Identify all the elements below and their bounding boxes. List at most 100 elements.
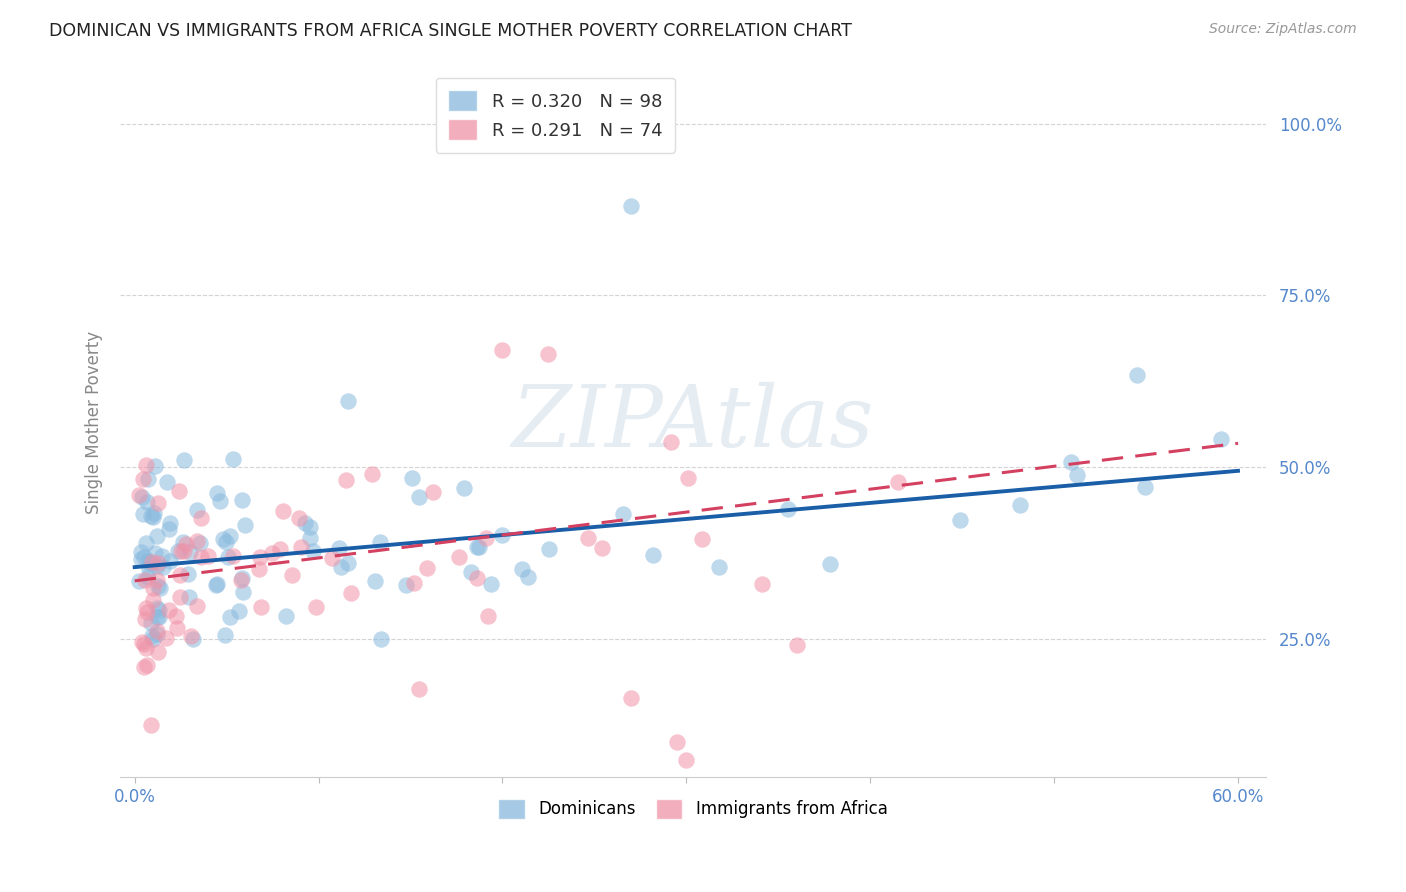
Point xyxy=(155,631,177,645)
Point xyxy=(336,557,359,571)
Point xyxy=(150,549,173,563)
Point xyxy=(751,577,773,591)
Point xyxy=(510,562,533,576)
Point xyxy=(148,610,170,624)
Point xyxy=(249,550,271,565)
Point xyxy=(148,496,170,510)
Point xyxy=(368,534,391,549)
Point xyxy=(146,579,169,593)
Point xyxy=(453,481,475,495)
Point xyxy=(188,536,211,550)
Point xyxy=(172,534,194,549)
Point xyxy=(290,541,312,555)
Point xyxy=(132,550,155,565)
Point xyxy=(134,573,156,587)
Point xyxy=(1010,498,1032,512)
Point xyxy=(169,590,191,604)
Point xyxy=(402,576,425,591)
Point xyxy=(321,551,343,566)
Point xyxy=(222,549,245,563)
Point xyxy=(148,602,170,616)
Point xyxy=(138,556,160,570)
Point xyxy=(146,627,169,641)
Point xyxy=(209,494,232,508)
Point xyxy=(139,508,162,523)
Point xyxy=(136,570,159,584)
Point xyxy=(142,506,165,520)
Point xyxy=(467,540,489,554)
Point xyxy=(138,554,160,568)
Point xyxy=(676,471,699,485)
Point xyxy=(298,519,321,533)
Point xyxy=(211,532,233,546)
Point xyxy=(479,577,502,591)
Point xyxy=(135,600,157,615)
Point xyxy=(131,490,153,504)
Point xyxy=(612,507,634,521)
Point xyxy=(1126,368,1149,382)
Point xyxy=(135,458,157,473)
Point xyxy=(139,615,162,630)
Point xyxy=(537,347,560,361)
Point xyxy=(146,610,169,624)
Point xyxy=(222,452,245,467)
Point xyxy=(215,534,238,549)
Point xyxy=(517,570,540,584)
Point xyxy=(301,544,323,558)
Point xyxy=(361,467,384,481)
Point xyxy=(142,632,165,647)
Point xyxy=(786,638,808,652)
Point xyxy=(260,546,283,560)
Point xyxy=(330,560,353,574)
Point xyxy=(339,586,361,600)
Point xyxy=(128,574,150,589)
Point xyxy=(707,560,730,574)
Point xyxy=(176,567,198,582)
Point xyxy=(205,577,228,591)
Point xyxy=(157,603,180,617)
Point xyxy=(217,549,239,564)
Point xyxy=(233,518,256,533)
Point xyxy=(491,528,513,542)
Point xyxy=(181,632,204,647)
Point xyxy=(135,605,157,619)
Point xyxy=(491,343,513,358)
Point xyxy=(1133,480,1156,494)
Point xyxy=(395,578,418,592)
Point xyxy=(143,546,166,560)
Point xyxy=(143,458,166,473)
Point xyxy=(659,435,682,450)
Point xyxy=(537,542,560,557)
Point xyxy=(271,504,294,518)
Point xyxy=(170,543,193,558)
Point xyxy=(174,537,197,551)
Point xyxy=(132,660,155,674)
Point xyxy=(335,473,357,487)
Point xyxy=(149,581,172,595)
Point xyxy=(370,632,392,647)
Point xyxy=(281,567,304,582)
Point xyxy=(218,610,240,624)
Point xyxy=(666,735,689,749)
Point xyxy=(132,508,155,522)
Point xyxy=(135,536,157,550)
Point xyxy=(141,718,163,732)
Point xyxy=(247,562,270,576)
Point xyxy=(142,510,165,524)
Point xyxy=(146,573,169,587)
Point xyxy=(135,495,157,509)
Y-axis label: Single Mother Poverty: Single Mother Poverty xyxy=(86,331,103,515)
Point xyxy=(135,657,157,672)
Point xyxy=(135,641,157,656)
Point xyxy=(422,485,444,500)
Point xyxy=(186,534,208,549)
Point xyxy=(1066,467,1088,482)
Point xyxy=(165,609,187,624)
Point xyxy=(141,555,163,569)
Point xyxy=(620,199,643,213)
Point xyxy=(132,472,155,486)
Point xyxy=(146,559,169,574)
Point xyxy=(157,522,180,536)
Point xyxy=(460,565,482,579)
Point xyxy=(169,568,191,582)
